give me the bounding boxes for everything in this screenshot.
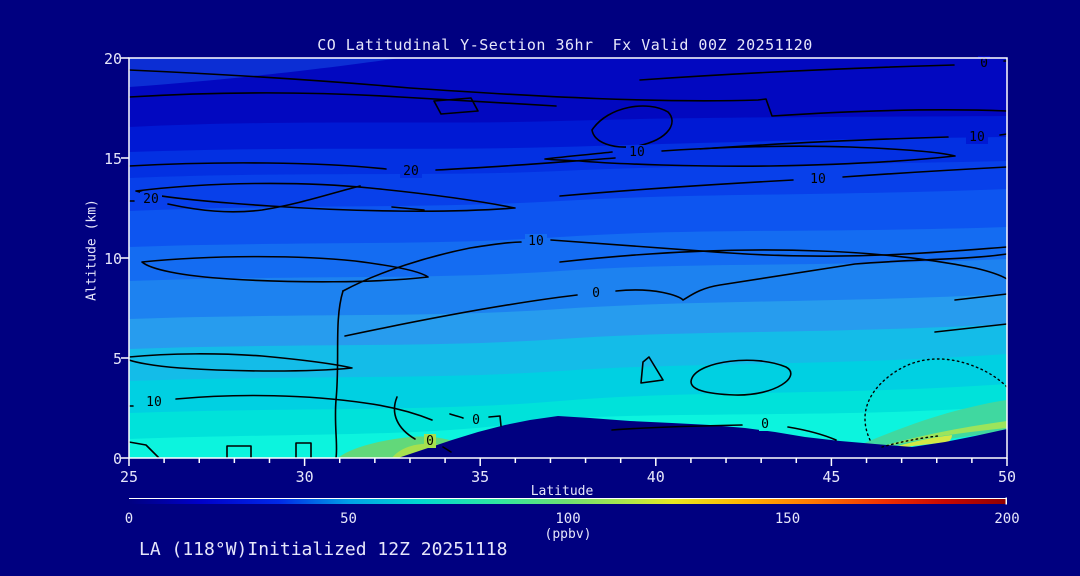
contour-line bbox=[591, 105, 673, 148]
y-tick-label: 10 bbox=[103, 250, 122, 268]
colorbar-units-label: (ppbv) bbox=[544, 527, 592, 542]
colorbar-tick-label: 150 bbox=[774, 511, 801, 527]
contour-line bbox=[559, 166, 1007, 197]
axis-ticks bbox=[121, 57, 1008, 466]
contour-label: 10 bbox=[966, 130, 988, 145]
contour-level-labels: 0 10 10 10 20 20 10 0 10 0 0 0 bbox=[140, 56, 990, 449]
contour-line bbox=[934, 293, 1007, 333]
contour-line bbox=[611, 424, 837, 441]
colorbar-gradient bbox=[129, 499, 1007, 504]
svg-text:10: 10 bbox=[969, 130, 985, 145]
x-axis-label: Latitude bbox=[530, 484, 594, 499]
svg-text:0: 0 bbox=[426, 434, 434, 449]
contour-label: 20 bbox=[140, 192, 162, 207]
contour-label: 0 bbox=[590, 286, 602, 301]
colorbar bbox=[129, 497, 1007, 505]
y-tick-label: 0 bbox=[112, 450, 122, 468]
contour-line bbox=[391, 206, 425, 211]
terrain-silhouette bbox=[398, 416, 1007, 458]
svg-text:10: 10 bbox=[810, 172, 826, 187]
x-tick-label: 45 bbox=[822, 468, 841, 486]
y-tick-label: 5 bbox=[112, 350, 122, 368]
contour-line bbox=[449, 413, 502, 427]
contour-line bbox=[544, 145, 956, 167]
contour-line bbox=[559, 249, 1007, 280]
contour-label: 10 bbox=[626, 145, 648, 160]
x-tick-label: 35 bbox=[471, 468, 490, 486]
contour-line bbox=[129, 353, 353, 372]
colorbar-tick-label: 200 bbox=[994, 511, 1020, 527]
contour-line bbox=[129, 157, 616, 171]
svg-text:0: 0 bbox=[472, 413, 480, 428]
contour-line bbox=[295, 442, 312, 458]
contour-line bbox=[129, 69, 1007, 117]
x-tick-label: 40 bbox=[646, 468, 665, 486]
contour-line bbox=[690, 359, 792, 396]
y-tick-label: 15 bbox=[103, 150, 122, 168]
contour-line bbox=[342, 239, 1007, 292]
contour-line bbox=[393, 396, 452, 453]
footer-annotation: LA (118°W)Initialized 12Z 20251118 bbox=[139, 539, 508, 560]
contour-line-dotted bbox=[864, 358, 1007, 448]
contour-label: 0 bbox=[759, 417, 771, 432]
contour-label: 10 bbox=[525, 234, 547, 249]
x-tick-label: 30 bbox=[295, 468, 314, 486]
contour-line bbox=[433, 97, 479, 115]
contour-label: 0 bbox=[978, 56, 990, 71]
svg-text:0: 0 bbox=[761, 417, 769, 432]
svg-text:10: 10 bbox=[146, 395, 162, 410]
contour-line bbox=[129, 441, 160, 458]
contour-line bbox=[135, 182, 516, 213]
svg-text:10: 10 bbox=[629, 145, 645, 160]
contour-line bbox=[640, 356, 664, 384]
svg-text:0: 0 bbox=[980, 56, 988, 71]
colorbar-tick-label: 0 bbox=[124, 511, 134, 527]
contour-label: 0 bbox=[470, 413, 482, 428]
svg-text:0: 0 bbox=[592, 286, 600, 301]
filled-contour-bands bbox=[129, 58, 1007, 458]
y-tick-label: 20 bbox=[103, 50, 122, 68]
contour-label: 10 bbox=[807, 172, 829, 187]
x-tick-label: 25 bbox=[119, 468, 139, 486]
contour-line bbox=[129, 92, 557, 107]
contour-lines bbox=[129, 60, 1007, 458]
x-tick-label: 50 bbox=[997, 468, 1017, 486]
chart-title: CO Latitudinal Y-Section 36hr Fx Valid 0… bbox=[317, 36, 813, 54]
svg-text:20: 20 bbox=[143, 192, 159, 207]
contour-line bbox=[226, 445, 252, 458]
svg-text:20: 20 bbox=[403, 164, 419, 179]
contour-label: 10 bbox=[143, 395, 165, 410]
colorbar-tick-label: 50 bbox=[340, 511, 357, 527]
contour-label: 0 bbox=[424, 434, 436, 449]
contour-label: 20 bbox=[400, 164, 422, 179]
contour-line bbox=[129, 185, 361, 213]
contour-line bbox=[334, 290, 344, 458]
colorbar-tick-label: 100 bbox=[555, 511, 581, 527]
contour-line bbox=[141, 255, 429, 283]
svg-text:10: 10 bbox=[528, 234, 544, 249]
